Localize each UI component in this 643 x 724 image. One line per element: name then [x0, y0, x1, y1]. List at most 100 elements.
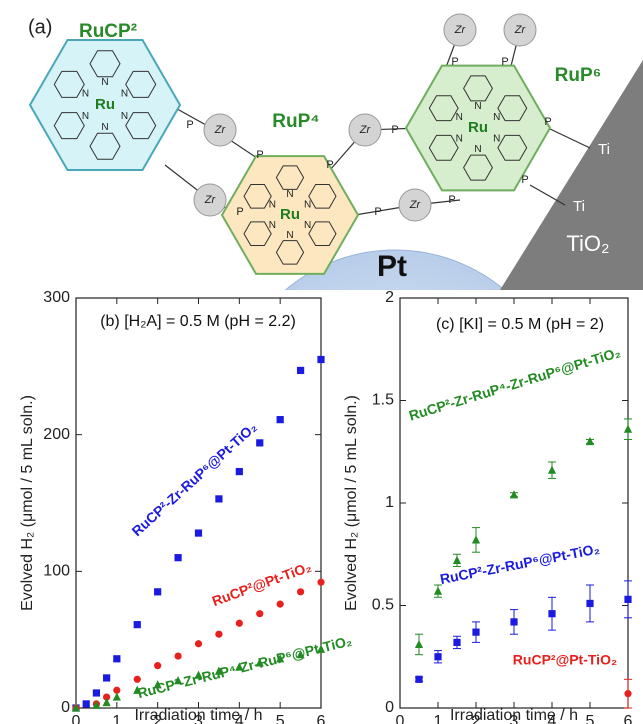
- x-tick-label: 6: [624, 713, 633, 724]
- atom-n: N: [493, 112, 500, 123]
- molecule-label: RuP⁴: [272, 111, 319, 132]
- data-point: [154, 588, 161, 595]
- atom-p: P: [544, 116, 551, 128]
- atom-n: N: [101, 77, 108, 88]
- data-point: [586, 437, 594, 445]
- data-point: [93, 689, 100, 696]
- atom-n: N: [474, 101, 481, 112]
- y-tick-label: 100: [43, 563, 70, 580]
- atom-n: N: [304, 220, 311, 231]
- data-point: [174, 652, 181, 659]
- atom-p: P: [521, 174, 528, 186]
- data-point: [472, 629, 479, 636]
- data-point: [236, 468, 243, 475]
- y-tick-label: 200: [43, 426, 70, 443]
- data-point: [256, 439, 263, 446]
- metal-center: Ru: [280, 206, 300, 223]
- data-point: [510, 490, 518, 498]
- molecule-label: RuCP²: [79, 21, 137, 42]
- atom-p: P: [236, 206, 243, 218]
- data-point: [297, 367, 304, 374]
- zr-label: Zr: [214, 124, 227, 136]
- data-point: [215, 631, 222, 638]
- zr-label: Zr: [454, 24, 467, 36]
- atom-n: N: [269, 220, 276, 231]
- data-point: [134, 676, 141, 683]
- data-point: [277, 416, 284, 423]
- y-tick-label: 0.5: [372, 597, 394, 614]
- data-point: [415, 640, 423, 648]
- data-point: [83, 700, 90, 707]
- x-tick-label: 0: [72, 713, 81, 724]
- atom-p: P: [391, 124, 398, 136]
- data-point: [113, 655, 120, 662]
- y-tick-label: 2: [385, 289, 394, 306]
- zr-label: Zr: [204, 194, 217, 206]
- data-point: [586, 600, 593, 607]
- data-point: [297, 588, 304, 595]
- x-axis-label: Irradiation time / h: [134, 707, 262, 724]
- atom-n: N: [456, 112, 463, 123]
- atom-n: N: [269, 199, 276, 210]
- atom-n: N: [101, 122, 108, 133]
- atom-n: N: [286, 230, 293, 241]
- atom-p: P: [451, 56, 458, 68]
- data-point: [174, 554, 181, 561]
- data-point: [434, 653, 441, 660]
- x-tick-label: 5: [586, 713, 595, 724]
- atom-n: N: [474, 144, 481, 155]
- y-tick-label: 0: [385, 699, 394, 716]
- x-tick-label: 6: [317, 713, 326, 724]
- atom-p: P: [186, 119, 193, 131]
- series-label: RuCP²-Zr-RuP⁶@Pt-TiO₂: [439, 540, 601, 587]
- data-point: [472, 535, 480, 543]
- data-point: [277, 601, 284, 608]
- data-point: [624, 596, 631, 603]
- series-label: RuCP²-Zr-RuP⁴-Zr-RuP⁶@Pt-TiO₂: [407, 344, 622, 424]
- x-tick-label: 1: [112, 713, 121, 724]
- data-point: [453, 556, 461, 564]
- series-label: RuCP²-Zr-RuP⁶@Pt-TiO₂: [129, 419, 260, 539]
- tio2-label: TiO₂: [566, 231, 609, 256]
- zr-label: Zr: [359, 124, 372, 136]
- data-point: [548, 610, 555, 617]
- data-point: [195, 529, 202, 536]
- data-point: [624, 425, 632, 433]
- atom-p: P: [448, 194, 455, 206]
- atom-n: N: [456, 133, 463, 144]
- atom-n: N: [121, 111, 128, 122]
- atom-n: N: [493, 133, 500, 144]
- molecule-label: RuP⁶: [555, 65, 602, 86]
- data-point: [624, 690, 631, 697]
- data-point: [256, 610, 263, 617]
- y-axis-label: Evolved H₂ (μmol / 5 mL soln.): [19, 395, 36, 611]
- metal-center: Ru: [95, 96, 115, 113]
- data-point: [434, 587, 442, 595]
- metal-center: Ru: [468, 119, 488, 136]
- atom-n: N: [82, 88, 89, 99]
- atom-n: N: [121, 88, 128, 99]
- atom-p: P: [256, 149, 263, 161]
- atom-n: N: [82, 111, 89, 122]
- atom-p: P: [501, 56, 508, 68]
- figure: (a)NNNNNNRuRuCP²NNNNNNRuRuP⁴NNNNNNRuRuP⁶…: [0, 0, 643, 724]
- annotation: (c) [KI] = 0.5 M (pH = 2): [436, 316, 604, 333]
- data-point: [195, 640, 202, 647]
- x-axis-label: Irradiation time / h: [450, 707, 578, 724]
- y-tick-label: 1: [385, 494, 394, 511]
- data-point: [317, 579, 324, 586]
- atom-n: N: [304, 199, 311, 210]
- anchor-label: Ti: [598, 141, 610, 158]
- y-tick-label: 1.5: [372, 392, 394, 409]
- annotation: (b) [H₂A] = 0.5 M (pH = 2.2): [100, 313, 296, 330]
- panel-label: (a): [28, 16, 52, 38]
- anchor-label: Ti: [573, 198, 585, 215]
- atom-p: P: [326, 159, 333, 171]
- data-point: [510, 618, 517, 625]
- x-tick-label: 5: [276, 713, 285, 724]
- data-point: [134, 621, 141, 628]
- series-label: RuCP²@Pt-TiO₂: [513, 652, 617, 668]
- y-tick-label: 0: [61, 699, 70, 716]
- data-point: [154, 662, 161, 669]
- linker: [548, 128, 590, 148]
